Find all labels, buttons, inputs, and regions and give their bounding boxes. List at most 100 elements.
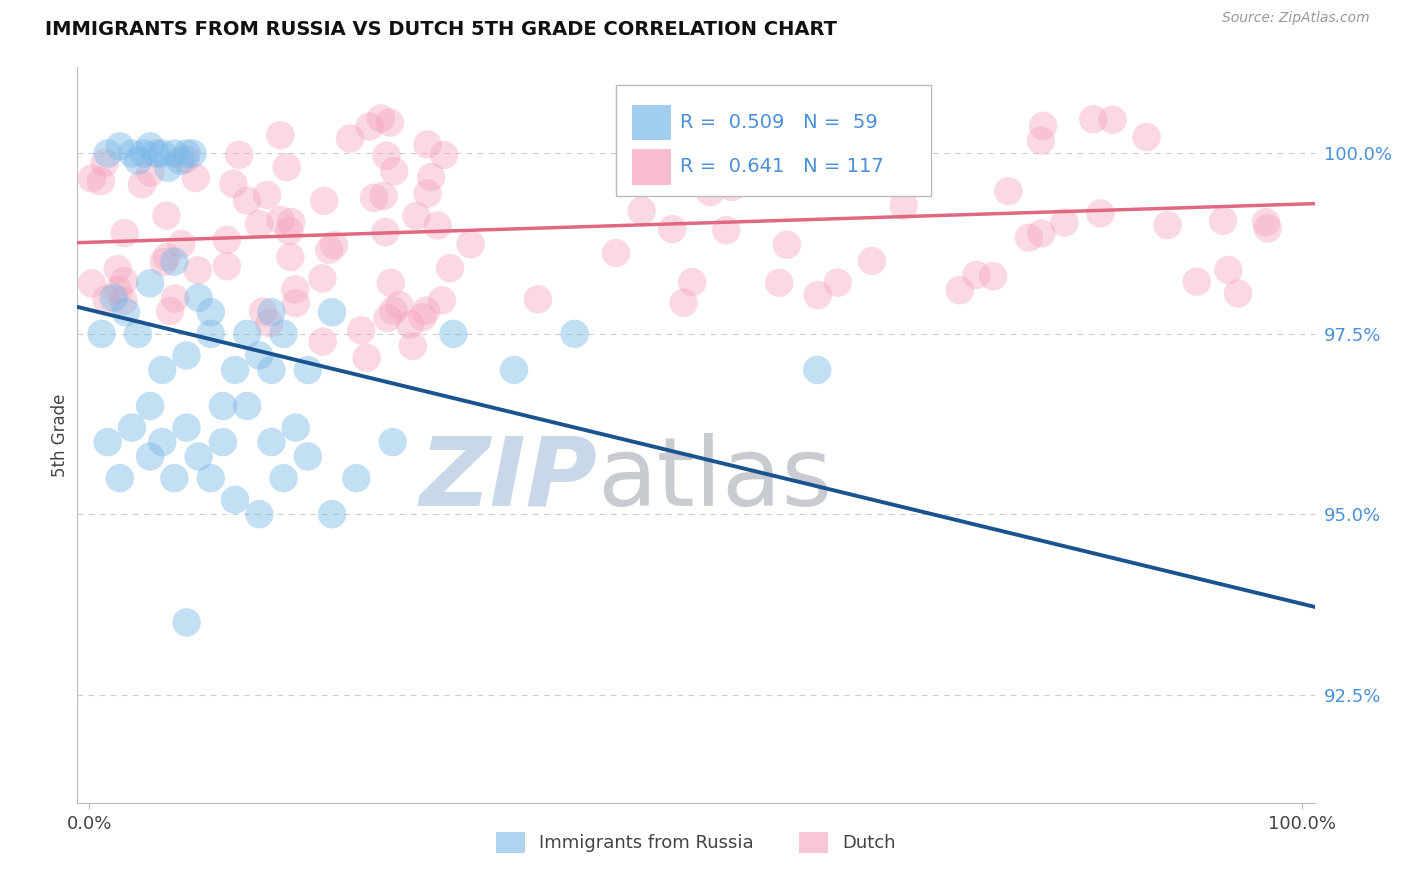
- Point: [370, 112, 392, 126]
- Point: [297, 450, 319, 464]
- Point: [284, 420, 307, 434]
- Point: [1029, 134, 1052, 148]
- Point: [284, 282, 307, 296]
- Point: [236, 194, 259, 208]
- Point: [776, 237, 799, 252]
- Point: [377, 310, 399, 325]
- Point: [792, 145, 814, 160]
- Text: R =  0.641   N = 117: R = 0.641 N = 117: [681, 158, 883, 177]
- Point: [605, 246, 627, 260]
- Point: [981, 269, 1004, 284]
- Point: [187, 450, 209, 464]
- Point: [80, 171, 103, 186]
- Point: [416, 137, 439, 152]
- Point: [112, 274, 135, 288]
- Point: [350, 323, 373, 337]
- Point: [107, 262, 129, 277]
- Point: [97, 435, 120, 450]
- Point: [200, 305, 222, 319]
- Point: [139, 450, 162, 464]
- Point: [730, 173, 752, 187]
- Point: [222, 177, 245, 191]
- Point: [256, 188, 278, 202]
- Point: [150, 435, 173, 450]
- Point: [260, 435, 283, 450]
- Point: [382, 164, 405, 178]
- Point: [145, 146, 167, 161]
- Point: [821, 162, 844, 177]
- Point: [460, 237, 482, 252]
- Point: [1090, 206, 1112, 220]
- Point: [778, 167, 800, 181]
- Point: [247, 349, 270, 363]
- Point: [1156, 218, 1178, 232]
- Text: R =  0.509   N =  59: R = 0.509 N = 59: [681, 113, 877, 132]
- Point: [415, 303, 437, 318]
- FancyBboxPatch shape: [631, 105, 671, 140]
- Point: [356, 351, 378, 365]
- Point: [1032, 119, 1054, 133]
- Point: [323, 238, 346, 252]
- FancyBboxPatch shape: [631, 149, 671, 185]
- Point: [893, 199, 915, 213]
- Point: [430, 293, 453, 308]
- Point: [441, 326, 464, 341]
- Point: [1101, 112, 1123, 127]
- Point: [672, 295, 695, 310]
- Point: [150, 363, 173, 377]
- Point: [93, 155, 115, 169]
- Point: [668, 142, 690, 156]
- Point: [997, 184, 1019, 198]
- Point: [433, 148, 456, 162]
- Point: [374, 225, 396, 239]
- Point: [426, 219, 449, 233]
- Point: [90, 326, 112, 341]
- Y-axis label: 5th Grade: 5th Grade: [51, 393, 69, 476]
- Point: [380, 276, 402, 290]
- Point: [80, 277, 103, 291]
- Legend: Immigrants from Russia, Dutch: Immigrants from Russia, Dutch: [489, 825, 903, 860]
- Point: [139, 399, 162, 413]
- Point: [260, 305, 283, 319]
- Point: [187, 291, 209, 305]
- Point: [1254, 215, 1277, 229]
- Point: [720, 180, 742, 194]
- Point: [344, 471, 367, 485]
- Point: [131, 178, 153, 192]
- Point: [297, 363, 319, 377]
- Text: IMMIGRANTS FROM RUSSIA VS DUTCH 5TH GRADE CORRELATION CHART: IMMIGRANTS FROM RUSSIA VS DUTCH 5TH GRAD…: [45, 20, 837, 38]
- Point: [152, 255, 174, 269]
- Point: [108, 139, 131, 153]
- Point: [702, 137, 724, 152]
- Point: [224, 492, 246, 507]
- Point: [176, 349, 198, 363]
- Point: [200, 471, 222, 485]
- Point: [139, 277, 162, 291]
- Point: [904, 170, 927, 185]
- Point: [121, 420, 143, 434]
- Point: [312, 334, 335, 349]
- Point: [827, 276, 849, 290]
- Point: [375, 149, 398, 163]
- Point: [388, 298, 411, 312]
- Point: [699, 185, 721, 199]
- Point: [503, 363, 526, 377]
- FancyBboxPatch shape: [616, 86, 931, 195]
- Point: [439, 261, 461, 276]
- Point: [169, 153, 191, 168]
- Point: [212, 435, 235, 450]
- Point: [860, 254, 883, 268]
- Point: [321, 305, 343, 319]
- Point: [280, 250, 302, 264]
- Point: [215, 233, 238, 247]
- Point: [402, 339, 425, 353]
- Point: [363, 191, 385, 205]
- Point: [564, 326, 586, 341]
- Point: [1218, 263, 1240, 277]
- Point: [1135, 130, 1157, 145]
- Point: [163, 146, 186, 161]
- Point: [1257, 221, 1279, 235]
- Point: [215, 259, 238, 273]
- Point: [115, 305, 138, 319]
- Point: [527, 293, 550, 307]
